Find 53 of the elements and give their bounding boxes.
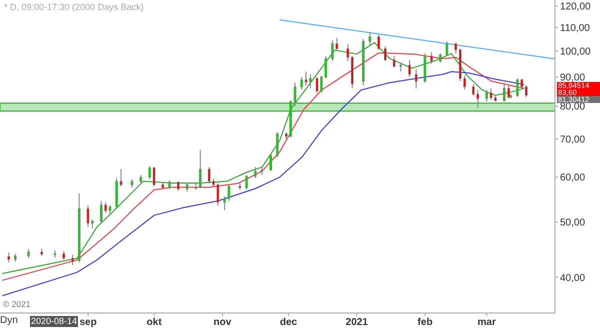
candlestick	[177, 180, 180, 192]
x-tick-label: nov	[214, 317, 232, 328]
candlestick	[525, 84, 528, 98]
annotation: © 2021	[3, 299, 31, 309]
candlestick	[408, 59, 411, 78]
candlestick	[430, 52, 433, 64]
y-tick-label: 120,00	[560, 2, 592, 13]
candlestick	[270, 153, 272, 172]
candlestick	[368, 32, 372, 47]
candlestick	[100, 200, 102, 224]
candlestick	[414, 68, 418, 89]
candlestick	[254, 166, 257, 178]
candlestick	[399, 62, 402, 72]
candlestick	[304, 71, 308, 86]
candlestick	[502, 82, 506, 102]
candlestick	[331, 40, 334, 62]
y-tick-label: 70,00	[560, 134, 586, 146]
candlestick	[446, 40, 448, 57]
candlestick	[516, 78, 519, 98]
candlestick	[490, 88, 492, 101]
y-tick-label: 60,00	[560, 172, 586, 184]
y-tick-label: 50,00	[560, 218, 586, 229]
candlestick	[245, 174, 248, 190]
candlestick	[86, 204, 90, 228]
candlestick	[276, 132, 279, 158]
candlestick	[71, 254, 74, 266]
y-tick-label: 110,00	[560, 23, 590, 34]
x-tick-label: okt	[146, 317, 162, 328]
x-tick-label: 2021	[346, 317, 368, 328]
text: Dyn	[0, 315, 18, 326]
y-tick-label: 90,00	[560, 72, 586, 84]
text: 2020-08-14	[30, 316, 78, 327]
candlestick	[476, 89, 480, 109]
candlestick	[62, 250, 65, 260]
x-tick-label: sep	[79, 317, 97, 328]
candlestick	[199, 149, 202, 190]
x-tick-label: mar	[478, 317, 496, 328]
x-tick-label: dec	[280, 317, 298, 328]
x-tick-label: feb	[418, 317, 433, 328]
candlestick	[454, 42, 458, 54]
chart-title: * D, 09:00-17:30 (2000 Days Back)	[4, 2, 144, 12]
candlestick	[346, 43, 350, 62]
candlestick	[7, 252, 10, 263]
candlestick	[377, 34, 380, 50]
candlestick	[463, 75, 466, 90]
candlestick	[384, 46, 387, 62]
candlestick	[507, 84, 510, 100]
candlestick	[472, 84, 475, 96]
candlestick	[140, 174, 142, 185]
y-tick-label: 40,00	[560, 272, 586, 284]
candlestick	[152, 166, 156, 187]
y-tick-label: 100,00	[560, 46, 592, 58]
candlestick	[392, 56, 396, 68]
